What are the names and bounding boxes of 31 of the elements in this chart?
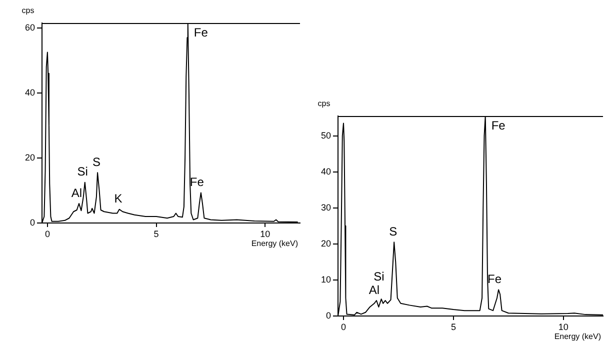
annotation: S bbox=[389, 224, 398, 238]
annotation: Si bbox=[374, 269, 384, 284]
y-tick-label: 0 bbox=[326, 310, 331, 320]
y-tick-label: 40 bbox=[24, 87, 35, 98]
y-tick-label: 30 bbox=[320, 202, 331, 212]
y-axis-title: cps bbox=[318, 99, 330, 108]
y-tick-label: 40 bbox=[320, 166, 331, 176]
y-tick-label: 0 bbox=[30, 217, 35, 228]
x-axis-title: Energy (keV) bbox=[251, 239, 298, 248]
y-tick-label: 10 bbox=[320, 274, 331, 284]
annotation: Fe bbox=[194, 25, 208, 40]
annotation: Fe bbox=[488, 272, 502, 286]
annotation: K bbox=[114, 192, 122, 206]
x-tick-label: 5 bbox=[450, 322, 456, 332]
x-tick-label: 10 bbox=[260, 228, 270, 239]
x-tick-label: 0 bbox=[44, 228, 50, 239]
y-tick-label: 60 bbox=[24, 22, 35, 32]
annotation: S bbox=[92, 154, 101, 169]
y-tick-label: 20 bbox=[320, 238, 331, 248]
x-axis-title: Energy (keV) bbox=[554, 332, 602, 342]
annotation: Fe bbox=[491, 118, 506, 132]
y-tick-label: 50 bbox=[320, 130, 331, 140]
x-tick-label: 5 bbox=[154, 228, 159, 239]
annotation: Al bbox=[368, 282, 380, 297]
y-axis-title: cps bbox=[22, 6, 34, 16]
annotation: Fe bbox=[190, 175, 204, 190]
y-tick-label: 20 bbox=[24, 152, 35, 162]
annotation: Si bbox=[77, 164, 88, 179]
annotation: Al bbox=[71, 186, 82, 200]
x-tick-label: 0 bbox=[340, 322, 346, 332]
x-tick-label: 10 bbox=[558, 322, 568, 332]
